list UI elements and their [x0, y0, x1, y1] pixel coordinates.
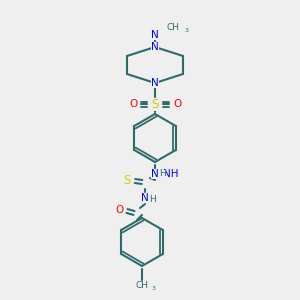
Text: N: N	[141, 193, 149, 203]
Text: 3: 3	[185, 28, 189, 34]
Text: N: N	[151, 30, 159, 40]
Text: N: N	[151, 42, 159, 52]
Text: O: O	[173, 99, 181, 109]
Text: O: O	[129, 99, 137, 109]
Text: S: S	[151, 98, 159, 110]
Text: CH: CH	[136, 281, 148, 290]
Text: O: O	[115, 205, 123, 215]
Text: H: H	[150, 196, 156, 205]
Text: NH: NH	[163, 169, 178, 179]
Text: CH: CH	[167, 23, 179, 32]
Text: N: N	[151, 78, 159, 88]
Text: S: S	[123, 173, 131, 187]
Text: H: H	[160, 169, 167, 178]
Text: 3: 3	[152, 286, 156, 292]
Text: N: N	[151, 169, 159, 179]
